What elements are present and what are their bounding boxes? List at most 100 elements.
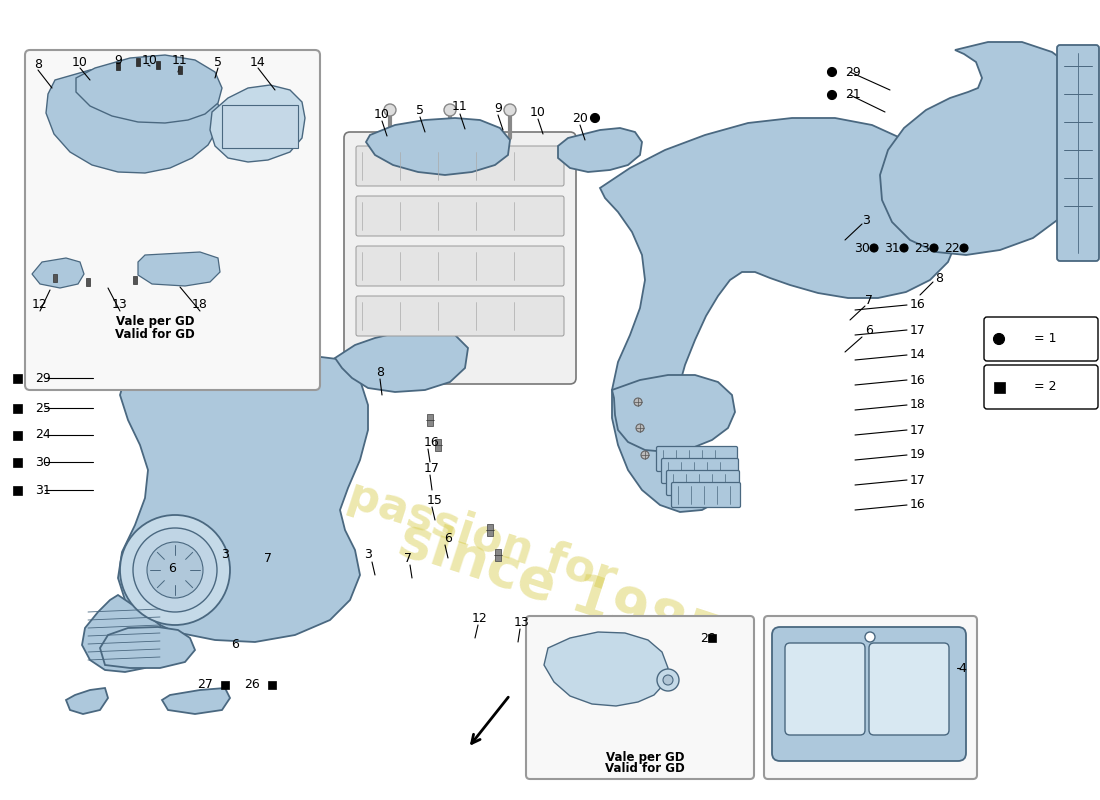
Polygon shape [210,85,305,162]
Text: Valid for GD: Valid for GD [605,762,685,774]
FancyBboxPatch shape [356,246,564,286]
Circle shape [827,67,836,77]
Text: 5: 5 [416,103,424,117]
FancyBboxPatch shape [526,616,754,779]
Polygon shape [366,118,510,175]
FancyBboxPatch shape [661,458,738,483]
Text: 12: 12 [32,298,48,311]
Text: 30: 30 [35,455,51,469]
FancyBboxPatch shape [764,616,977,779]
Text: 16: 16 [910,498,926,511]
Text: 6: 6 [168,562,176,574]
Polygon shape [544,632,668,706]
FancyBboxPatch shape [772,627,966,761]
Polygon shape [82,595,165,672]
Polygon shape [336,330,468,392]
Circle shape [636,424,644,432]
Text: 24: 24 [35,429,51,442]
Circle shape [591,114,600,122]
Polygon shape [612,375,735,452]
Text: 12: 12 [472,611,488,625]
Text: 21: 21 [845,89,860,102]
Text: Vale per GD: Vale per GD [606,751,684,765]
Text: 10: 10 [374,107,389,121]
Circle shape [657,669,679,691]
Bar [268,681,276,689]
Polygon shape [434,439,441,451]
Polygon shape [32,258,84,288]
FancyBboxPatch shape [984,365,1098,409]
FancyBboxPatch shape [667,470,739,495]
Circle shape [120,515,230,625]
Text: 6: 6 [444,531,452,545]
Text: 4: 4 [958,662,966,674]
Text: 18: 18 [910,398,926,411]
Polygon shape [53,274,57,282]
Text: 15: 15 [427,494,443,506]
Text: Valid for GD: Valid for GD [116,329,195,342]
Text: 17: 17 [425,462,440,474]
Text: 11: 11 [452,101,468,114]
Text: 26: 26 [244,678,260,691]
Circle shape [641,451,649,459]
Bar [12,403,22,413]
Polygon shape [116,62,120,70]
Text: 20: 20 [572,111,587,125]
FancyBboxPatch shape [344,132,576,384]
Text: = 2: = 2 [1034,381,1056,394]
Polygon shape [136,58,140,66]
Polygon shape [880,42,1094,255]
Text: 16: 16 [425,435,440,449]
Bar [12,374,22,382]
Polygon shape [600,118,958,512]
Text: 23: 23 [914,242,929,254]
Circle shape [930,244,938,252]
Text: 31: 31 [35,483,51,497]
FancyBboxPatch shape [356,196,564,236]
Text: 7: 7 [404,551,412,565]
Polygon shape [86,278,90,286]
Text: 13: 13 [112,298,128,311]
Text: 13: 13 [514,615,530,629]
Polygon shape [133,276,138,284]
Text: 16: 16 [910,298,926,311]
Circle shape [865,632,874,642]
Bar [12,430,22,439]
Text: 27: 27 [197,678,213,691]
Text: 14: 14 [910,349,926,362]
FancyBboxPatch shape [356,146,564,186]
Text: 25: 25 [35,402,51,414]
Polygon shape [427,414,433,426]
Circle shape [384,104,396,116]
Polygon shape [46,66,220,173]
Circle shape [504,104,516,116]
Text: 17: 17 [910,423,926,437]
Text: 5: 5 [214,55,222,69]
Text: 8: 8 [34,58,42,70]
Text: a passion for: a passion for [299,459,622,601]
Bar [12,486,22,494]
Polygon shape [156,61,160,69]
Bar [993,382,1004,393]
Bar [12,458,22,466]
Text: 29: 29 [845,66,860,78]
Text: 17: 17 [910,323,926,337]
Polygon shape [162,688,230,714]
FancyBboxPatch shape [1057,45,1099,261]
Polygon shape [487,524,493,536]
Text: 31: 31 [884,242,900,254]
FancyBboxPatch shape [869,643,949,735]
FancyBboxPatch shape [356,296,564,336]
Text: 30: 30 [854,242,870,254]
Circle shape [444,104,456,116]
Text: 10: 10 [530,106,546,118]
Circle shape [663,675,673,685]
Text: 6: 6 [231,638,239,651]
Text: 3: 3 [862,214,870,226]
Circle shape [133,528,217,612]
Circle shape [960,244,968,252]
Text: 11: 11 [172,54,188,66]
Polygon shape [138,252,220,286]
Circle shape [870,244,878,252]
Text: 7: 7 [865,294,873,306]
